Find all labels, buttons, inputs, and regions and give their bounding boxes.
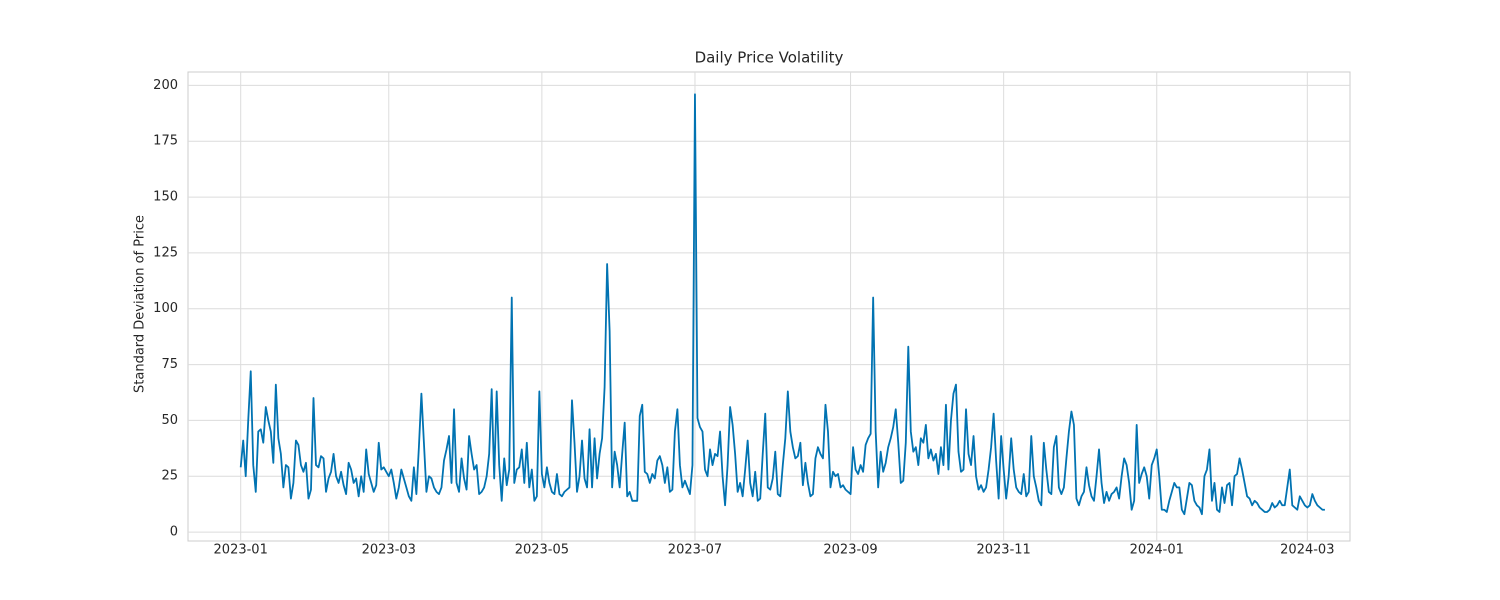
line-series xyxy=(239,93,1325,516)
y-tick-label: 175 xyxy=(153,134,178,149)
y-tick-label: 0 xyxy=(170,525,178,540)
x-tick-label: 2023-03 xyxy=(362,543,416,558)
y-tick-label: 200 xyxy=(153,78,178,93)
x-tick-label: 2023-05 xyxy=(515,543,569,558)
plot-area xyxy=(187,71,1351,542)
y-tick-label: 50 xyxy=(161,413,178,428)
x-tick-label: 2024-01 xyxy=(1130,543,1184,558)
y-axis-label: Standard Deviation of Price xyxy=(133,215,148,393)
x-tick-label: 2023-01 xyxy=(214,543,268,558)
y-tick-label: 25 xyxy=(161,469,178,484)
x-tick-label: 2023-07 xyxy=(668,543,722,558)
x-tick-label: 2023-09 xyxy=(823,543,877,558)
x-tick-label: 2023-11 xyxy=(976,543,1030,558)
x-tick-label: 2024-03 xyxy=(1280,543,1334,558)
y-tick-label: 75 xyxy=(161,357,178,372)
chart-title: Daily Price Volatility xyxy=(695,49,844,67)
y-tick-label: 150 xyxy=(153,190,178,205)
y-tick-label: 100 xyxy=(153,301,178,316)
y-tick-label: 125 xyxy=(153,245,178,260)
